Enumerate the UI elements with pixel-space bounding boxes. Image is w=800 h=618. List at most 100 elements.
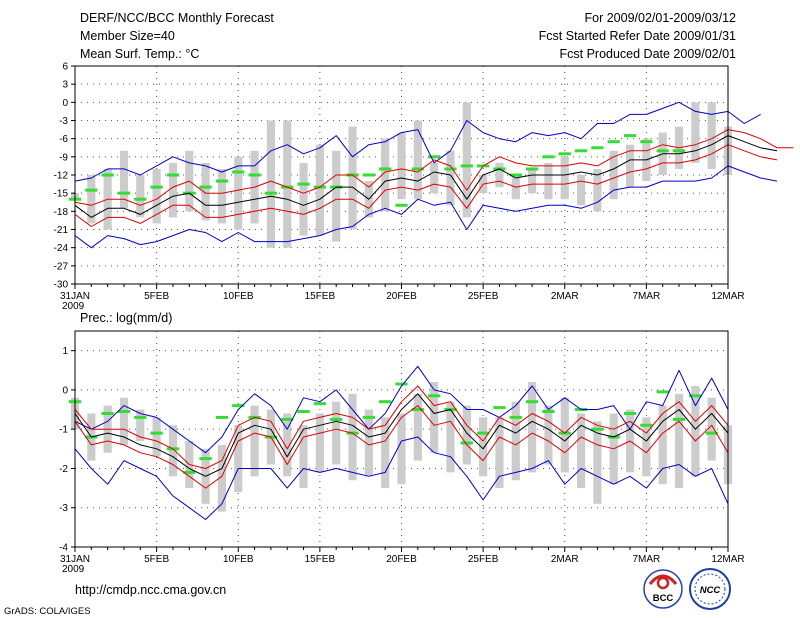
prec-range-box (168, 425, 178, 477)
temp-y-tick-label: -24 (54, 243, 69, 254)
temp-y-tick-label: -30 (54, 280, 69, 291)
temp-x-tick-label: 12MAR (711, 291, 744, 302)
temp-x-tick-label: 2MAR (551, 291, 579, 302)
temp-range-box (283, 120, 292, 248)
temp-x-tick-label: 5FEB (144, 291, 169, 302)
prec-range-box (348, 393, 357, 481)
temp-range-box (266, 120, 275, 248)
prec-range-box (544, 405, 553, 465)
temp-range-box (609, 150, 618, 200)
temp-x-tick-label: 25FEB (468, 291, 499, 302)
temp-range-box (397, 132, 406, 200)
precip-panel-title: Prec.: log(mm/d) (80, 311, 172, 325)
prec-range-box (528, 382, 537, 473)
prec-range-box (299, 425, 308, 489)
temp-band-lower-line (74, 144, 778, 227)
prec-range-box (332, 401, 341, 465)
prec-range-box (674, 393, 684, 489)
temp-range-box (707, 102, 716, 169)
prec-x-tick-label: 7MAR (632, 554, 660, 565)
temp-mean-line (74, 135, 778, 218)
website-url: http://cmdp.ncc.cma.gov.cn (75, 583, 226, 597)
prec-y-tick-label: 0 (62, 385, 68, 396)
prec-range-box (642, 417, 651, 477)
temp-range-box (201, 162, 210, 221)
temp-x-tick-label: 20FEB (386, 291, 417, 302)
variable-label: Mean Surf. Temp.: °C (80, 47, 199, 61)
prec-y-tick-label: 1 (62, 346, 68, 357)
temp-range-box (446, 150, 455, 206)
prec-range-box (250, 405, 259, 477)
prec-range-box (495, 417, 504, 489)
temp-y-tick-label: 6 (62, 62, 68, 73)
ncc-logo-text: NCC (700, 585, 721, 596)
bcc-logo-text: BCC (653, 593, 674, 604)
temp-range-box (381, 138, 390, 212)
temp-range-box (299, 162, 308, 236)
temp-range-box (576, 175, 586, 206)
temp-range-box (315, 144, 324, 236)
prec-range-box (413, 393, 422, 461)
prec-range-box (381, 417, 390, 489)
prec-x-tick-label: 12MAR (711, 554, 744, 565)
prec-range-box (593, 421, 602, 504)
temp-range-box (544, 162, 553, 200)
member-size: Member Size=40 (80, 29, 175, 43)
temp-y-tick-label: -18 (54, 207, 69, 218)
temp-range-box (348, 126, 357, 230)
grads-credit: GrADS: COLA/IGES (4, 606, 91, 617)
prec-x-tick-label: 15FEB (305, 554, 336, 565)
prec-band-upper-line (74, 385, 729, 469)
ncc-logo: NCC (689, 568, 731, 610)
prec-range-box (479, 417, 488, 477)
prec-range-box (315, 413, 324, 473)
temp-x-tick-label: 7MAR (632, 291, 660, 302)
prec-range-box (364, 409, 373, 477)
temp-range-box (413, 120, 422, 200)
prec-spread-max-line (74, 365, 729, 454)
temp-y-tick-label: 0 (62, 98, 68, 109)
prec-mean-line (74, 393, 729, 477)
fcst-produced-date: Fcst Produced Date 2009/02/01 (559, 47, 736, 61)
figure-title: DERF/NCC/BCC Monthly Forecast (80, 11, 274, 25)
prec-range-box (576, 413, 586, 489)
temp-y-tick-label: -15 (54, 189, 69, 200)
prec-x-tick-label: 5FEB (144, 554, 169, 565)
prec-x-tick-label: 10FEB (223, 554, 254, 565)
prec-y-tick-label: -4 (59, 543, 68, 554)
temp-range-box (691, 102, 700, 163)
prec-range-box (511, 401, 520, 481)
temp-y-tick-label: -21 (54, 225, 69, 236)
prec-y-tick-label: -3 (59, 503, 68, 514)
fcst-started-date: Fcst Started Refer Date 2009/01/31 (539, 29, 736, 43)
prec-range-box (217, 444, 227, 512)
prec-range-box (234, 425, 243, 493)
temp-y-tick-label: 3 (62, 80, 68, 91)
prec-range-box (136, 409, 145, 441)
temp-spread-max-line (74, 101, 761, 182)
temp-spread-min-line (74, 165, 778, 249)
prec-range-box (462, 405, 471, 465)
prec-range-box (560, 397, 569, 473)
temp-y-tick-label: -6 (59, 134, 68, 145)
temp-band-upper-line (74, 129, 794, 206)
temp-x-tick-label: 15FEB (305, 291, 336, 302)
temp-range-box (152, 168, 161, 224)
temp-range-box (430, 162, 439, 194)
prec-range-box (119, 397, 129, 445)
forecast-period: For 2009/02/01-2009/03/12 (584, 11, 736, 25)
prec-range-box (658, 405, 667, 485)
prec-spread-min-line (74, 436, 729, 520)
prec-range-box (691, 385, 700, 477)
temp-x-tick-label: 2009 (62, 301, 85, 312)
temp-range-box (528, 168, 537, 194)
prec-x-tick-label: 25FEB (468, 554, 499, 565)
temp-x-tick-label: 31JAN (60, 291, 90, 302)
temp-range-box (168, 162, 178, 218)
temp-range-box (593, 168, 602, 212)
prec-range-box (152, 417, 161, 457)
temp-range-box (136, 175, 145, 218)
